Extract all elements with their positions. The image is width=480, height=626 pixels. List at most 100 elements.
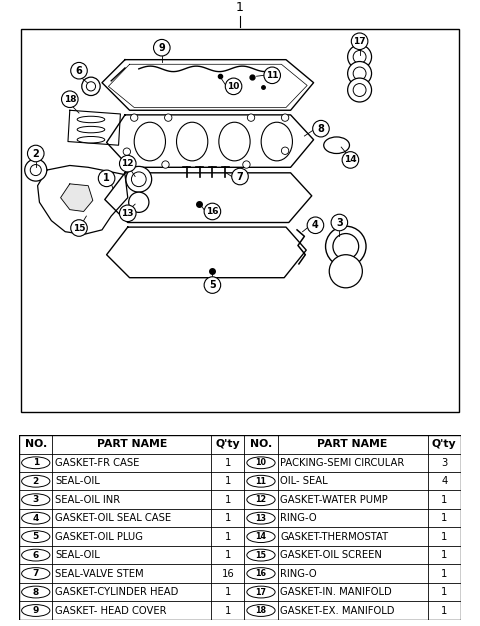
Text: 5: 5 bbox=[209, 280, 216, 290]
Text: GASKET- HEAD COVER: GASKET- HEAD COVER bbox=[55, 605, 167, 615]
Polygon shape bbox=[107, 115, 313, 167]
Text: GASKET-OIL SCREEN: GASKET-OIL SCREEN bbox=[280, 550, 382, 560]
Text: 16: 16 bbox=[221, 568, 234, 578]
Circle shape bbox=[154, 39, 170, 56]
Circle shape bbox=[329, 255, 362, 288]
Circle shape bbox=[204, 203, 221, 220]
Circle shape bbox=[30, 165, 41, 175]
Text: 7: 7 bbox=[33, 569, 39, 578]
Ellipse shape bbox=[77, 136, 105, 143]
Circle shape bbox=[22, 549, 50, 561]
Text: 8: 8 bbox=[318, 124, 324, 134]
Text: 16: 16 bbox=[206, 207, 219, 216]
Text: PART NAME: PART NAME bbox=[317, 439, 388, 449]
Text: 2: 2 bbox=[33, 477, 39, 486]
Text: NO.: NO. bbox=[250, 439, 272, 449]
Text: GASKET-CYLINDER HEAD: GASKET-CYLINDER HEAD bbox=[55, 587, 179, 597]
Text: 1: 1 bbox=[441, 587, 447, 597]
Text: SEAL-OIL: SEAL-OIL bbox=[55, 476, 100, 486]
Circle shape bbox=[247, 531, 275, 543]
Text: 1: 1 bbox=[225, 587, 231, 597]
Ellipse shape bbox=[77, 116, 105, 123]
Circle shape bbox=[120, 155, 136, 172]
Text: RING-O: RING-O bbox=[280, 568, 317, 578]
Circle shape bbox=[204, 277, 221, 294]
Circle shape bbox=[247, 114, 255, 121]
Text: 1: 1 bbox=[225, 550, 231, 560]
Circle shape bbox=[247, 586, 275, 598]
Text: 1: 1 bbox=[441, 605, 447, 615]
Text: 8: 8 bbox=[33, 588, 39, 597]
Circle shape bbox=[247, 568, 275, 580]
Ellipse shape bbox=[219, 122, 250, 161]
Polygon shape bbox=[102, 59, 313, 110]
Text: 1: 1 bbox=[236, 1, 244, 14]
Text: 4: 4 bbox=[33, 514, 39, 523]
Circle shape bbox=[27, 145, 44, 162]
Text: 18: 18 bbox=[63, 95, 76, 104]
Text: GASKET-OIL SEAL CASE: GASKET-OIL SEAL CASE bbox=[55, 513, 171, 523]
Circle shape bbox=[348, 78, 372, 102]
Text: 1: 1 bbox=[225, 605, 231, 615]
Text: GASKET-THERMOSTAT: GASKET-THERMOSTAT bbox=[280, 531, 388, 541]
Circle shape bbox=[333, 233, 359, 259]
Circle shape bbox=[22, 586, 50, 598]
Circle shape bbox=[353, 84, 366, 96]
Circle shape bbox=[247, 549, 275, 561]
Text: 1: 1 bbox=[103, 173, 110, 183]
Text: 2: 2 bbox=[32, 148, 39, 158]
Text: 14: 14 bbox=[255, 532, 266, 541]
Circle shape bbox=[126, 167, 152, 192]
Circle shape bbox=[247, 457, 275, 469]
Text: 5: 5 bbox=[33, 532, 39, 541]
Text: 1: 1 bbox=[441, 495, 447, 505]
Text: 1: 1 bbox=[225, 513, 231, 523]
Circle shape bbox=[225, 78, 242, 95]
Circle shape bbox=[264, 67, 280, 84]
Text: GASKET-OIL PLUG: GASKET-OIL PLUG bbox=[55, 531, 143, 541]
Circle shape bbox=[325, 226, 366, 267]
Circle shape bbox=[348, 61, 372, 85]
Text: 1: 1 bbox=[225, 476, 231, 486]
Text: 1: 1 bbox=[441, 531, 447, 541]
Circle shape bbox=[22, 605, 50, 617]
Ellipse shape bbox=[324, 137, 349, 153]
Text: 13: 13 bbox=[121, 209, 134, 218]
Text: 1: 1 bbox=[441, 568, 447, 578]
Circle shape bbox=[247, 605, 275, 617]
Text: GASKET-FR CASE: GASKET-FR CASE bbox=[55, 458, 139, 468]
Circle shape bbox=[247, 512, 275, 524]
Text: 17: 17 bbox=[255, 588, 266, 597]
Circle shape bbox=[162, 161, 169, 168]
Circle shape bbox=[281, 147, 289, 155]
Text: 6: 6 bbox=[76, 66, 83, 76]
Text: NO.: NO. bbox=[24, 439, 47, 449]
Text: 15: 15 bbox=[73, 223, 85, 232]
Circle shape bbox=[351, 33, 368, 49]
Circle shape bbox=[22, 494, 50, 506]
Text: 12: 12 bbox=[255, 495, 266, 504]
Circle shape bbox=[353, 51, 366, 63]
Text: 1: 1 bbox=[225, 458, 231, 468]
Ellipse shape bbox=[134, 122, 166, 161]
Text: 11: 11 bbox=[255, 477, 266, 486]
Polygon shape bbox=[60, 184, 93, 212]
Circle shape bbox=[131, 114, 138, 121]
Circle shape bbox=[123, 148, 131, 155]
Circle shape bbox=[342, 151, 359, 168]
Circle shape bbox=[132, 172, 146, 187]
Circle shape bbox=[120, 205, 136, 222]
Text: 3: 3 bbox=[336, 217, 343, 227]
Circle shape bbox=[22, 568, 50, 580]
Circle shape bbox=[243, 161, 250, 168]
Text: SEAL-VALVE STEM: SEAL-VALVE STEM bbox=[55, 568, 144, 578]
Circle shape bbox=[71, 220, 87, 236]
Text: SEAL-OIL INR: SEAL-OIL INR bbox=[55, 495, 120, 505]
Text: 11: 11 bbox=[266, 71, 278, 80]
Circle shape bbox=[22, 457, 50, 469]
Circle shape bbox=[22, 475, 50, 487]
Text: 15: 15 bbox=[255, 551, 266, 560]
Text: 10: 10 bbox=[228, 82, 240, 91]
Text: 10: 10 bbox=[255, 458, 266, 467]
Text: 1: 1 bbox=[441, 550, 447, 560]
